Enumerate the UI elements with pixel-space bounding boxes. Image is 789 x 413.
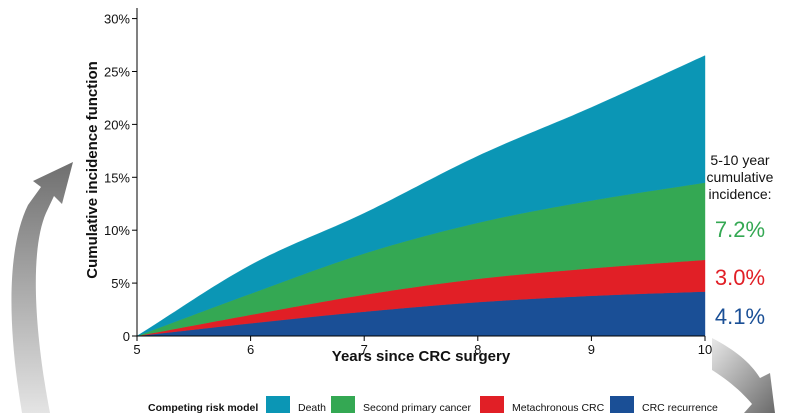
legend: Competing risk model Death Second primary…: [148, 396, 718, 413]
x-tick-label: 10: [698, 342, 712, 357]
side-annotation-title-line: 5-10 year: [710, 152, 769, 168]
right-curved-arrow-icon: [712, 338, 775, 413]
x-axis-label: Years since CRC surgery: [332, 348, 511, 365]
y-tick-label: 0: [123, 329, 130, 344]
x-tick-label: 6: [247, 342, 254, 357]
y-axis-label: Cumulative incidence function: [84, 61, 101, 279]
second-primary-cancer-incidence-value: 7.2%: [715, 217, 765, 242]
side-annotation: 5-10 year cumulative incidence: 7.2% 3.0…: [707, 152, 774, 329]
y-tick-label: 25%: [104, 64, 130, 79]
metachronous-crc-incidence-value: 3.0%: [715, 265, 765, 290]
legend-label-crc-recurrence: CRC recurrence: [642, 402, 718, 413]
x-tick-label: 9: [588, 342, 595, 357]
legend-swatch-crc-recurrence: [610, 396, 634, 413]
y-tick-label: 5%: [111, 276, 130, 291]
left-curved-arrow-icon: [11, 162, 73, 413]
legend-label-second-primary-cancer: Second primary cancer: [363, 402, 471, 413]
y-tick-label: 30%: [104, 12, 130, 27]
x-tick-label: 7: [361, 342, 368, 357]
y-tick-label: 10%: [104, 223, 130, 238]
crc-recurrence-incidence-value: 4.1%: [715, 304, 765, 329]
x-tick-label: 5: [133, 342, 140, 357]
axes: 0 5% 10% 15% 20% 25% 30% 5 6 7 8 9 10: [104, 8, 712, 357]
y-tick-label: 20%: [104, 117, 130, 132]
legend-title: Competing risk model: [148, 402, 258, 413]
legend-swatch-second-primary-cancer: [331, 396, 355, 413]
legend-swatch-metachronous-crc: [480, 396, 504, 413]
area-death: [136, 55, 706, 337]
x-tick-label: 8: [474, 342, 481, 357]
y-tick-label: 15%: [104, 170, 130, 185]
side-annotation-title-line: cumulative: [707, 169, 774, 185]
legend-label-death: Death: [298, 402, 326, 413]
side-annotation-title-line: incidence:: [708, 186, 771, 202]
legend-label-metachronous-crc: Metachronous CRC: [512, 402, 605, 413]
plot-area: [136, 55, 706, 337]
legend-swatch-death: [266, 396, 290, 413]
